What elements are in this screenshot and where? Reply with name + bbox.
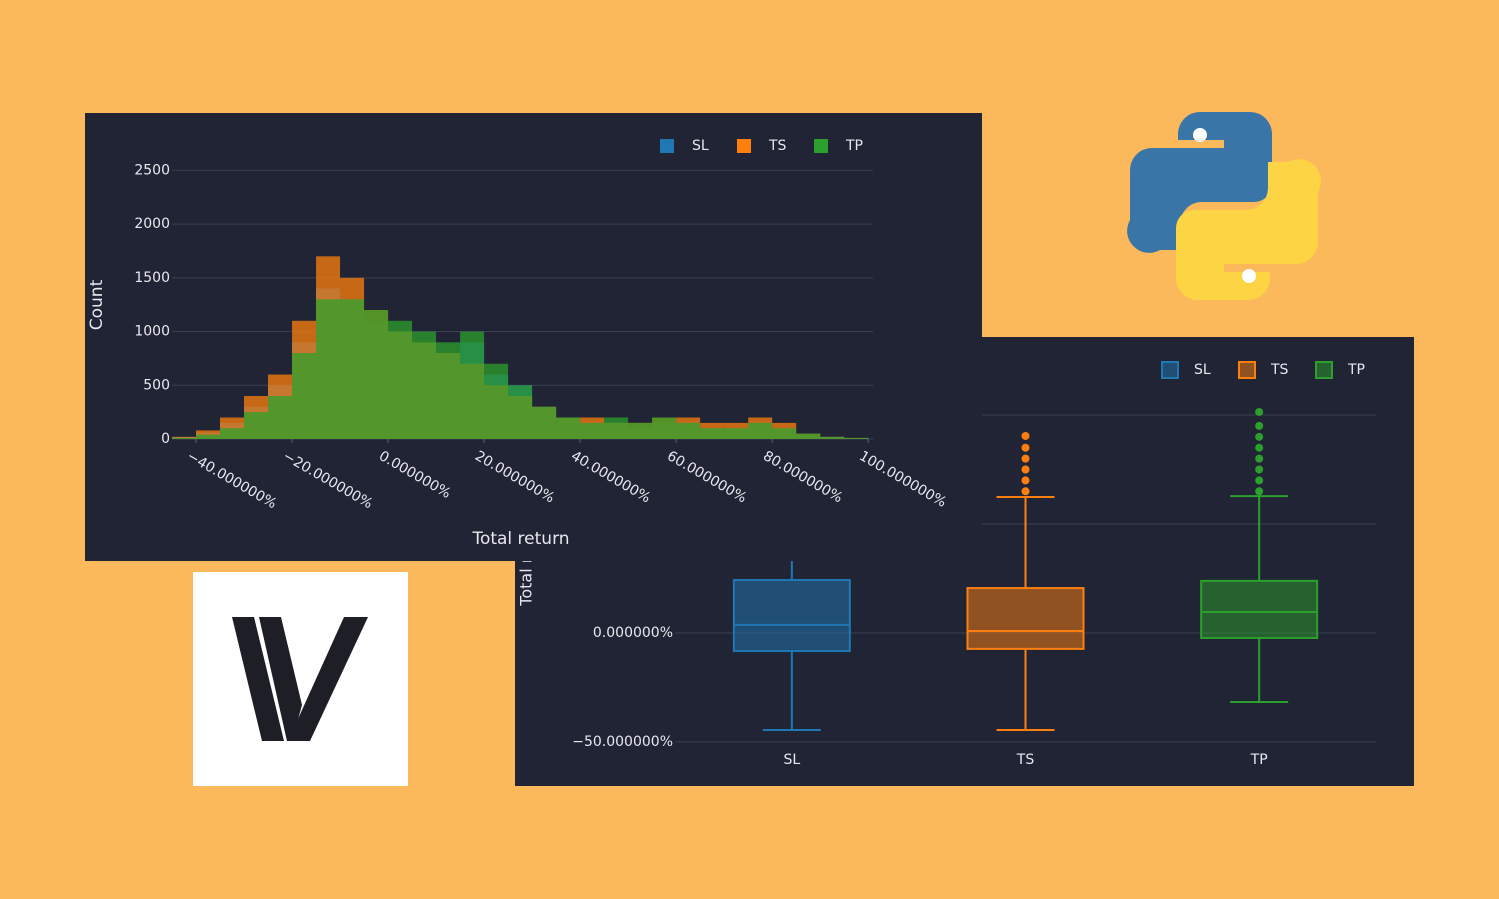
- legend-label: SL: [692, 138, 709, 154]
- y-tick-label: 0.000000%: [593, 625, 673, 641]
- bar: [700, 428, 725, 439]
- y-tick-label: 1500: [134, 270, 170, 286]
- y-tick-label: 2500: [134, 162, 170, 178]
- python-blue: [1127, 112, 1272, 253]
- box: [1200, 579, 1319, 639]
- bar: [748, 422, 773, 439]
- x-tick-label: TP: [1250, 752, 1268, 768]
- legend-label: TP: [1347, 362, 1365, 378]
- bar: [484, 363, 509, 439]
- legend-label: SL: [1194, 362, 1211, 378]
- x-tick-label: SL: [783, 752, 800, 768]
- bar: [292, 353, 317, 439]
- outlier: [1021, 431, 1030, 440]
- outlier: [1255, 407, 1264, 416]
- vectorbt-logo: [193, 572, 408, 786]
- bar: [556, 417, 581, 439]
- python-logo: [1127, 112, 1321, 300]
- bar: [820, 436, 845, 439]
- bar: [460, 331, 485, 439]
- x-tick-label: TS: [1016, 752, 1035, 768]
- bar: [652, 417, 677, 439]
- python-eye: [1193, 128, 1207, 142]
- legend-swatch: [1315, 361, 1333, 379]
- outlier: [1021, 465, 1030, 474]
- outlier: [1021, 443, 1030, 452]
- legend-label: TP: [845, 138, 863, 154]
- bar: [316, 299, 341, 439]
- bar: [532, 406, 557, 439]
- legend-swatch: [660, 139, 674, 153]
- outlier: [1255, 476, 1264, 485]
- outlier: [1021, 454, 1030, 463]
- y-tick-label: 0: [161, 431, 170, 447]
- bar: [268, 396, 293, 439]
- outlier: [1255, 421, 1264, 430]
- y-tick-label: −50.000000%: [572, 734, 673, 750]
- logo-stroke: [232, 617, 284, 741]
- outlier: [1255, 454, 1264, 463]
- bar: [388, 320, 413, 439]
- y-tick-label: 2000: [134, 216, 170, 232]
- python-eye: [1242, 269, 1256, 283]
- python-yellow: [1176, 159, 1321, 300]
- box: [966, 587, 1085, 650]
- legend-label: TS: [1270, 362, 1289, 378]
- outlier: [1255, 443, 1264, 452]
- logo-stroke: [259, 617, 302, 741]
- x-axis-title: Total return: [471, 529, 569, 549]
- bar: [604, 417, 629, 439]
- logo-bg: [193, 572, 408, 786]
- bar: [508, 385, 533, 439]
- bar: [220, 428, 245, 439]
- y-tick-label: 1000: [134, 324, 170, 340]
- bar: [844, 437, 869, 439]
- outlier: [1255, 465, 1264, 474]
- panel: [85, 113, 982, 561]
- bar: [340, 299, 365, 439]
- bar: [172, 437, 197, 439]
- outlier: [1021, 476, 1030, 485]
- bar: [724, 428, 749, 439]
- bar: [436, 342, 461, 439]
- y-axis-title: Count: [87, 279, 107, 330]
- bar: [796, 433, 821, 439]
- outlier: [1255, 432, 1264, 441]
- legend-label: TS: [768, 138, 787, 154]
- bar: [412, 331, 437, 439]
- bar: [364, 310, 389, 439]
- bar: [196, 434, 221, 439]
- outlier: [1021, 487, 1030, 496]
- outlier: [1255, 487, 1264, 496]
- legend-swatch: [814, 139, 828, 153]
- box: [732, 579, 851, 653]
- logo-stroke: [288, 617, 368, 741]
- bar: [628, 422, 653, 439]
- bar: [580, 422, 605, 439]
- legend-swatch: [737, 139, 751, 153]
- y-tick-label: 500: [143, 377, 170, 393]
- legend-swatch: [1161, 361, 1179, 379]
- bar: [676, 422, 701, 439]
- legend-swatch: [1238, 361, 1256, 379]
- bar: [244, 412, 269, 439]
- bar: [772, 428, 797, 439]
